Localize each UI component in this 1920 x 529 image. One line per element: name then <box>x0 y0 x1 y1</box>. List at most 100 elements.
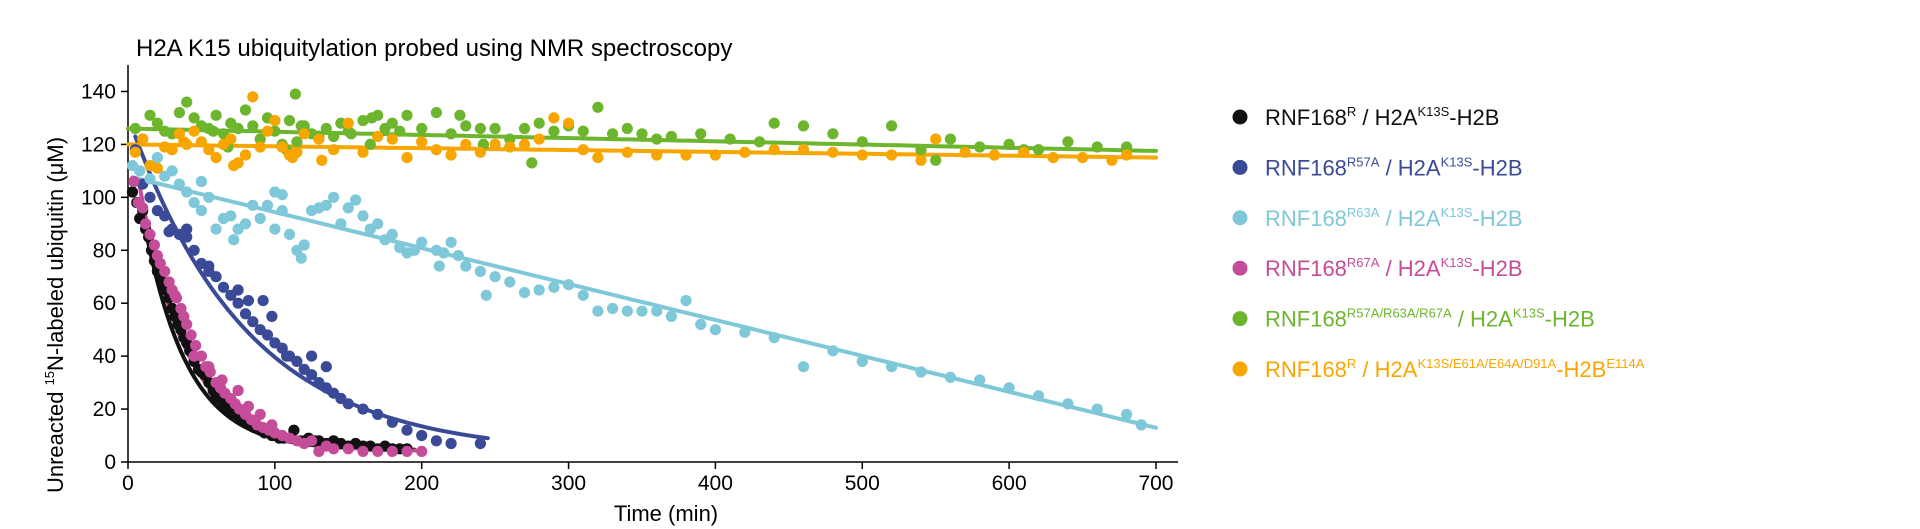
data-point <box>454 109 466 121</box>
data-point <box>695 318 707 330</box>
x-tick-label: 700 <box>1138 472 1173 495</box>
data-point <box>217 281 230 293</box>
data-point <box>577 144 589 156</box>
data-point <box>474 146 486 158</box>
data-point <box>203 191 215 203</box>
data-point <box>988 149 1001 161</box>
data-point <box>768 117 780 129</box>
data-point <box>357 146 369 158</box>
data-point <box>401 424 413 436</box>
data-point <box>577 125 589 137</box>
data-point <box>1018 146 1030 158</box>
data-point <box>460 260 472 272</box>
data-point <box>695 128 707 140</box>
y-tick-label: 120 <box>81 133 116 156</box>
data-point <box>915 154 927 166</box>
data-point <box>328 191 340 203</box>
y-title-mid: N-labeled ubiquitin ( <box>43 175 68 371</box>
data-point <box>401 445 413 457</box>
y-tick-label: 80 <box>93 239 116 262</box>
data-point <box>195 175 207 188</box>
legend-text-part: RNF168 <box>1265 155 1347 180</box>
data-point <box>607 302 619 315</box>
data-point <box>295 252 307 264</box>
data-point <box>247 316 259 328</box>
x-axis-title: Time (min) <box>614 501 718 526</box>
data-point <box>548 125 560 137</box>
legend-superscript: K13S <box>1441 205 1473 220</box>
data-point <box>242 295 254 307</box>
data-point <box>232 122 244 135</box>
data-point <box>1062 136 1074 148</box>
data-point <box>159 210 171 222</box>
data-point <box>665 310 678 322</box>
data-point <box>1121 141 1133 153</box>
data-point <box>166 165 178 177</box>
data-point <box>239 149 252 161</box>
data-point <box>1032 144 1045 156</box>
legend-marker <box>1232 159 1248 175</box>
data-point <box>915 366 927 378</box>
data-point <box>169 289 181 301</box>
data-point <box>261 199 274 211</box>
data-point <box>797 144 810 156</box>
data-point <box>203 144 215 156</box>
chart-title: H2A K15 ubiquitylation probed using NMR … <box>136 35 732 62</box>
data-point <box>210 109 222 121</box>
data-point <box>739 326 751 338</box>
legend-text-part: RNF168 <box>1265 105 1347 130</box>
data-point <box>394 125 406 137</box>
legend-item-lightblue: RNF168R63A / H2AK13S-H2B <box>1232 205 1523 231</box>
data-point <box>306 435 318 447</box>
data-point <box>856 149 868 161</box>
data-point <box>1062 398 1074 410</box>
data-point <box>489 271 501 283</box>
data-point <box>416 136 428 148</box>
data-point <box>144 191 156 203</box>
data-point <box>1047 152 1059 164</box>
data-point <box>709 324 722 336</box>
series-lightblue <box>126 152 1147 431</box>
data-point <box>856 355 868 367</box>
data-point <box>915 144 927 156</box>
x-tick-label: 300 <box>551 472 586 495</box>
data-point <box>181 96 193 108</box>
legend-superscript: R57A <box>1347 154 1380 169</box>
data-point <box>533 284 545 296</box>
y-tick-label: 40 <box>93 345 116 368</box>
data-point <box>1106 154 1118 166</box>
data-point <box>1091 403 1103 415</box>
data-point <box>210 223 222 235</box>
data-point <box>159 265 171 277</box>
data-point <box>345 128 357 140</box>
data-point <box>247 120 259 132</box>
data-point <box>289 88 301 100</box>
data-point <box>276 189 288 201</box>
data-point <box>944 371 957 383</box>
legend-text-part: / H2A <box>1356 105 1417 130</box>
data-point <box>254 141 266 153</box>
data-point <box>328 144 340 156</box>
data-point <box>148 239 160 251</box>
data-point <box>188 197 200 209</box>
y-tick-label: 60 <box>93 292 116 315</box>
data-point <box>188 244 200 256</box>
y-title-pre: Unreacted <box>43 385 68 493</box>
data-point <box>797 120 810 132</box>
data-point <box>886 361 898 373</box>
legend-superscript: R57A/R63A/R67A <box>1347 306 1452 321</box>
data-point <box>974 374 986 386</box>
data-point <box>357 403 369 415</box>
data-point <box>366 112 378 124</box>
data-point <box>386 416 398 428</box>
data-point <box>651 305 663 317</box>
fit-line-navy <box>133 134 490 441</box>
x-tick-label: 500 <box>845 472 880 495</box>
data-point <box>651 133 663 145</box>
x-tick-label: 200 <box>404 472 439 495</box>
data-point <box>188 125 200 137</box>
data-point <box>665 130 678 143</box>
data-point <box>533 133 545 145</box>
data-point <box>151 152 163 164</box>
data-point <box>445 149 457 161</box>
